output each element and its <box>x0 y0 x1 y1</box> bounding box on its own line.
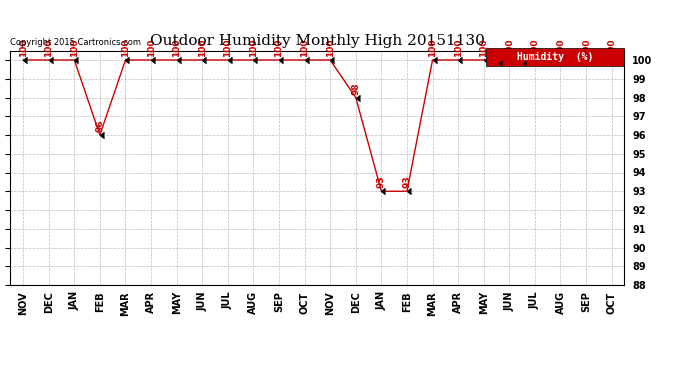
Text: 100: 100 <box>453 39 462 57</box>
FancyBboxPatch shape <box>486 48 624 66</box>
Text: 96: 96 <box>95 120 104 132</box>
Text: 100: 100 <box>607 39 616 57</box>
Text: 100: 100 <box>556 39 565 57</box>
Text: 100: 100 <box>224 39 233 57</box>
Text: 100: 100 <box>300 39 309 57</box>
Text: 93: 93 <box>402 176 411 189</box>
Text: Humidity  (%): Humidity (%) <box>518 52 593 62</box>
Text: 93: 93 <box>377 176 386 189</box>
Text: 100: 100 <box>480 39 489 57</box>
Title: Outdoor Humidity Monthly High 20151130: Outdoor Humidity Monthly High 20151130 <box>150 34 485 48</box>
Text: 100: 100 <box>275 39 284 57</box>
Text: 100: 100 <box>505 39 514 57</box>
Text: 100: 100 <box>44 39 53 57</box>
Text: 100: 100 <box>146 39 155 57</box>
Text: 100: 100 <box>428 39 437 57</box>
Text: 100: 100 <box>121 39 130 57</box>
Text: 100: 100 <box>531 39 540 57</box>
Text: Copyright 2015 Cartronics.com: Copyright 2015 Cartronics.com <box>10 38 141 47</box>
Text: 100: 100 <box>249 39 258 57</box>
Text: 100: 100 <box>19 39 28 57</box>
Text: 100: 100 <box>198 39 207 57</box>
Text: 100: 100 <box>172 39 181 57</box>
Text: 100: 100 <box>70 39 79 57</box>
Text: 98: 98 <box>351 82 360 95</box>
Text: 100: 100 <box>326 39 335 57</box>
Text: 100: 100 <box>582 39 591 57</box>
